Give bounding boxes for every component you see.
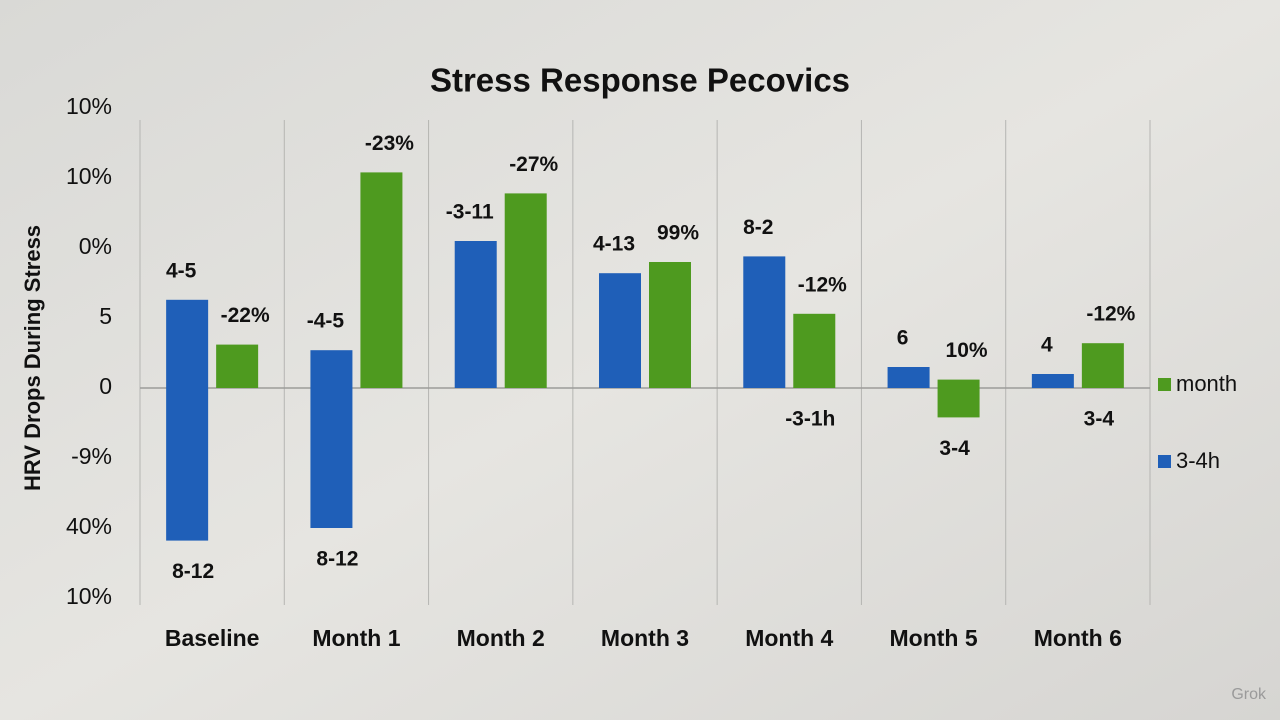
bar-low: [166, 388, 209, 541]
data-label: -27%: [509, 153, 558, 176]
x-tick-label: Month 2: [457, 625, 545, 651]
data-label: 99%: [657, 222, 699, 245]
y-tick-label: 10%: [66, 93, 112, 119]
y-tick-label: -9%: [71, 443, 112, 469]
bar: [310, 350, 353, 388]
data-label: 4-5: [166, 259, 197, 282]
bar: [1031, 374, 1074, 388]
chart-title: Stress Response Pecovics: [430, 62, 850, 99]
data-label: -23%: [365, 132, 414, 155]
data-label: -22%: [221, 304, 270, 327]
data-label-low: 3-4: [1084, 408, 1115, 431]
bar: [454, 241, 497, 388]
bar-low: [937, 388, 980, 418]
y-axis-label: HRV Drops During Stress: [20, 225, 45, 491]
bar: [360, 172, 403, 388]
data-label: -4-5: [307, 310, 345, 333]
bar: [649, 262, 691, 388]
bar: [793, 313, 836, 388]
y-tick-label: 5: [99, 303, 112, 329]
bar-low: [310, 388, 353, 528]
legend-swatch: [1158, 378, 1171, 391]
y-tick-label: 0%: [79, 233, 112, 259]
bar: [743, 256, 786, 388]
data-label: 4: [1041, 334, 1053, 357]
x-tick-label: Month 3: [601, 625, 689, 651]
data-label-low: 8-12: [172, 560, 214, 583]
bar: [937, 379, 980, 388]
y-tick-label: 10%: [66, 583, 112, 609]
bar: [504, 193, 547, 388]
y-tick-label: 0: [99, 373, 112, 399]
legend-swatch: [1158, 455, 1171, 468]
data-label-low: 3-4: [939, 437, 970, 460]
y-tick-label: 40%: [66, 513, 112, 539]
data-label: -12%: [798, 273, 847, 296]
x-tick-label: Month 1: [312, 625, 400, 651]
bar: [1081, 343, 1124, 388]
x-tick-label: Month 6: [1034, 625, 1122, 651]
x-tick-label: Month 5: [889, 625, 977, 651]
y-tick-label: 10%: [66, 163, 112, 189]
bar: [599, 273, 641, 388]
x-tick-label: Baseline: [165, 625, 260, 651]
watermark: Grok: [1231, 686, 1267, 703]
legend-label: 3-4h: [1176, 448, 1220, 473]
data-label: 8-2: [743, 216, 773, 239]
bar: [166, 299, 209, 388]
x-tick-label: Month 4: [745, 625, 833, 651]
data-label: -3-11: [446, 201, 494, 224]
data-label: 10%: [946, 339, 988, 362]
data-label-low: -3-1h: [785, 408, 835, 431]
data-label: 6: [897, 327, 909, 350]
bar: [887, 367, 930, 388]
data-label-low: 8-12: [316, 548, 358, 571]
bar: [216, 344, 259, 388]
data-label: -12%: [1086, 303, 1135, 326]
data-label: 4-13: [593, 233, 635, 256]
legend-label: month: [1176, 371, 1237, 396]
